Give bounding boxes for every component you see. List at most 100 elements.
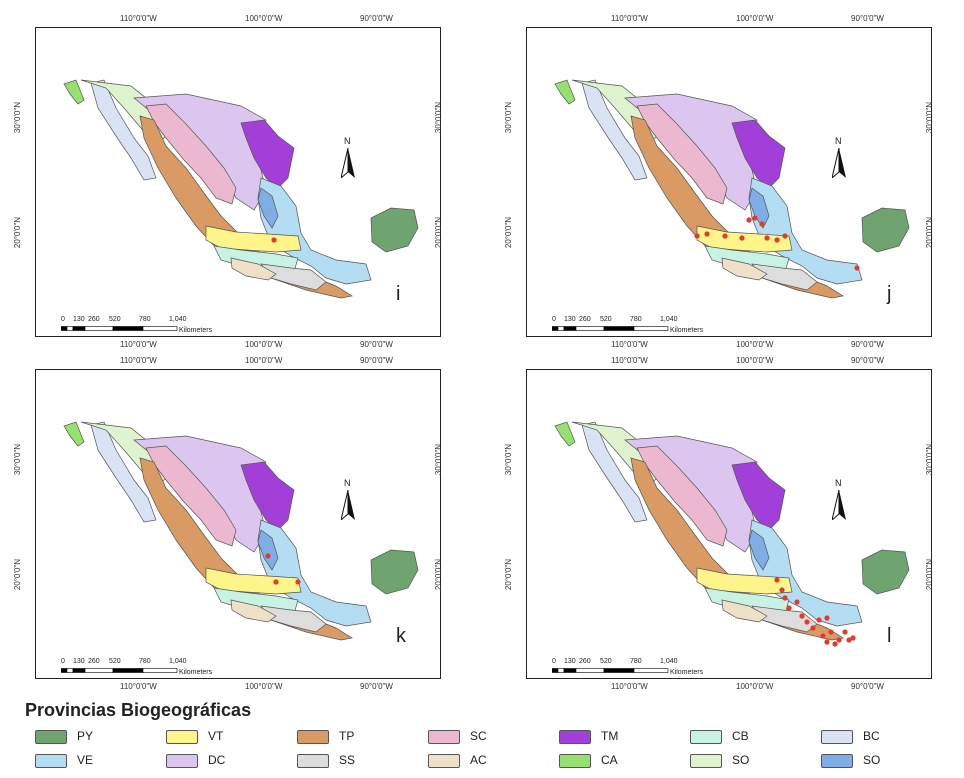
legend-label: DC — [208, 753, 226, 767]
legend-title: Provincias Biogeográficas — [25, 700, 252, 720]
region-volcanic-vt — [205, 225, 302, 253]
legend-swatch — [428, 730, 460, 744]
legend-swatch — [35, 754, 67, 768]
lon-label-top: 100°0'0"W — [736, 356, 774, 365]
lat-label-left: 20°0'0"N — [13, 216, 23, 249]
occurrence-point — [739, 235, 745, 241]
region-tamaulipas-tm — [731, 119, 786, 189]
lat-label-left: 30°0'0"N — [13, 443, 23, 476]
scale-tick-label: 780 — [139, 658, 151, 665]
occurrence-point — [824, 639, 830, 645]
scale-tick-label: 520 — [109, 316, 121, 323]
occurrence-point — [850, 635, 856, 641]
occurrence-point — [820, 633, 826, 639]
lat-label-left: 30°0'0"N — [504, 443, 514, 476]
mexico-map — [554, 421, 910, 647]
region-yucatan-py — [861, 207, 910, 253]
occurrence-point — [786, 605, 792, 611]
legend-label: VT — [208, 729, 224, 743]
scale-tick-label: 520 — [600, 316, 612, 323]
region-veracruz-ve — [257, 519, 372, 627]
scale-units: Kilometers — [670, 669, 704, 676]
scale-tick-label: 520 — [600, 658, 612, 665]
region-sierra-sc — [145, 103, 237, 205]
occurrence-point — [271, 237, 277, 243]
region-altiplano-ac — [721, 599, 768, 623]
legend-label: SC — [470, 729, 487, 743]
scale-tick-label: 0 — [61, 658, 65, 665]
mexico-map — [554, 79, 910, 299]
lon-label-top: 90°0'0"W — [360, 14, 393, 23]
lon-label-bottom: 100°0'0"W — [245, 340, 283, 349]
region-baja-ca-tip — [554, 79, 576, 105]
legend-label: PY — [77, 729, 94, 743]
occurrence-point — [799, 613, 805, 619]
legend-swatch — [821, 730, 853, 744]
region-baja-ca-tip — [63, 79, 85, 105]
region-baja-bc — [90, 421, 157, 523]
region-volcanic-vt — [696, 567, 793, 595]
region-tamaulipas-tm — [240, 119, 295, 189]
region-altiplano-ac — [721, 257, 768, 281]
legend-swatch — [297, 754, 329, 768]
lon-label-bottom: 100°0'0"W — [736, 682, 774, 691]
scale-tick-label: 260 — [88, 658, 100, 665]
lon-label-top: 110°0'0"W — [611, 14, 648, 23]
region-baja-ca-tip — [63, 421, 85, 447]
region-sierra-sur-ss — [751, 263, 818, 291]
lon-label-bottom: 100°0'0"W — [245, 682, 283, 691]
lat-label-right: 30°0'0"N — [434, 101, 444, 134]
north-label: N — [835, 478, 842, 488]
lon-label-top: 110°0'0"W — [120, 356, 157, 365]
legend-label: TP — [339, 729, 355, 743]
region-tamaulipas-tm — [731, 461, 786, 531]
scale-tick-label: 0 — [552, 658, 556, 665]
occurrence-point — [722, 233, 728, 239]
region-yucatan-py — [861, 549, 910, 595]
scale-tick-label: 1,040 — [169, 658, 187, 665]
occurrence-point — [824, 615, 830, 621]
occurrence-point — [842, 629, 848, 635]
region-sierra-sc — [145, 445, 237, 547]
occurrence-point — [782, 595, 788, 601]
north-label: N — [835, 136, 842, 146]
legend-swatch — [690, 730, 722, 744]
occurrence-point — [836, 637, 842, 643]
region-yucatan-py — [370, 207, 419, 253]
legend-label: SO — [732, 753, 750, 767]
occurrence-point — [774, 237, 780, 243]
region-veracruz-ve — [257, 177, 372, 285]
occurrence-point — [752, 215, 758, 221]
scale-tick-label: 520 — [109, 658, 121, 665]
region-veracruz-ve — [748, 177, 863, 285]
scale-tick-label: 0 — [552, 316, 556, 323]
region-altiplano-ac — [230, 257, 277, 281]
scale-tick-label: 260 — [88, 316, 100, 323]
lat-label-left: 20°0'0"N — [504, 558, 514, 591]
lon-label-bottom: 110°0'0"W — [120, 682, 157, 691]
lat-label-left: 20°0'0"N — [13, 558, 23, 591]
region-sierra-sur-ss — [260, 263, 327, 291]
occurrence-point — [828, 629, 834, 635]
region-veracruz-ve — [748, 519, 863, 627]
scale-tick-label: 130 — [564, 316, 576, 323]
panel-letter: j — [887, 283, 892, 305]
legend-label: BC — [863, 729, 880, 743]
region-baja-bc — [90, 79, 157, 181]
occurrence-point — [854, 265, 860, 271]
scale-tick-label: 780 — [139, 316, 151, 323]
occurrence-point — [816, 617, 822, 623]
lon-label-top: 100°0'0"W — [736, 14, 774, 23]
scale-tick-label: 260 — [579, 658, 591, 665]
lon-label-bottom: 110°0'0"W — [120, 340, 157, 349]
mexico-map — [63, 79, 419, 299]
occurrence-point — [779, 587, 785, 593]
lon-label-top: 90°0'0"W — [851, 14, 884, 23]
scale-tick-label: 1,040 — [660, 658, 678, 665]
scale-units: Kilometers — [179, 669, 213, 676]
legend-swatch — [821, 754, 853, 768]
